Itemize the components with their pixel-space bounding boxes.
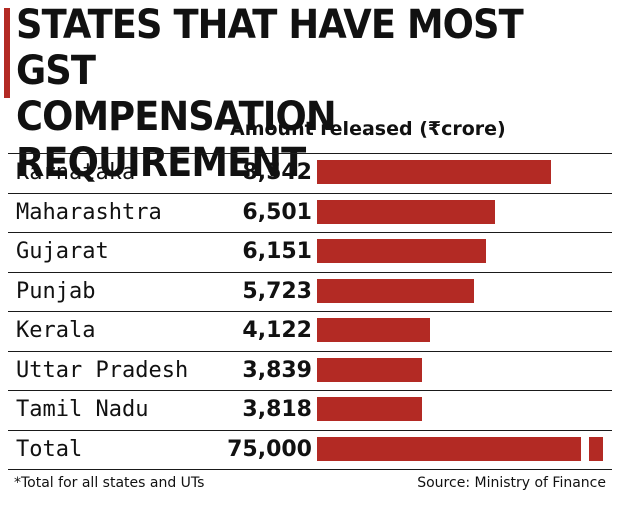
bar [317, 239, 486, 263]
row-divider [8, 192, 612, 194]
value-label: 5,723 [242, 278, 312, 304]
chart-title-line-2: COMPENSATION REQUIREMENT [16, 94, 337, 186]
category-label: Punjab [16, 278, 96, 304]
value-label: 4,122 [242, 318, 312, 343]
row-divider [8, 469, 612, 470]
row-divider [8, 271, 612, 273]
category-label: Karnataka [16, 160, 136, 185]
bar [317, 160, 552, 184]
value-label: 75,000 [227, 436, 312, 462]
value-label: 6,501 [242, 199, 312, 225]
category-label: Total [16, 436, 83, 462]
bar [317, 199, 496, 224]
bar [317, 397, 422, 421]
value-label: 3,839 [242, 357, 312, 383]
bar [317, 436, 581, 461]
value-label: 8,542 [242, 160, 312, 185]
footnote: *Total for all states and UTs [14, 475, 205, 491]
column-header: Amount released (₹crore) [230, 118, 506, 140]
value-label: 3,818 [242, 397, 312, 422]
category-label: Tamil Nadu [16, 397, 149, 422]
value-label: 6,151 [242, 239, 312, 264]
row-divider [8, 311, 612, 312]
chart-title-line-1: STATES THAT HAVE MOST GST [16, 2, 524, 94]
row-divider [8, 350, 612, 352]
row-divider [8, 390, 612, 391]
bar [317, 278, 474, 303]
bar [317, 357, 423, 382]
row-divider [8, 153, 612, 154]
bar-break-segment [589, 436, 603, 461]
category-label: Uttar Pradesh [16, 357, 189, 383]
row-divider [8, 232, 612, 233]
source-note: Source: Ministry of Finance [417, 475, 606, 491]
bar [317, 318, 431, 342]
chart-title: STATES THAT HAVE MOST GST COMPENSATION R… [16, 2, 572, 186]
row-divider [8, 429, 612, 431]
category-label: Maharashtra [16, 199, 162, 225]
category-label: Kerala [16, 318, 96, 343]
category-label: Gujarat [16, 239, 109, 264]
title-accent-bar [4, 8, 10, 98]
